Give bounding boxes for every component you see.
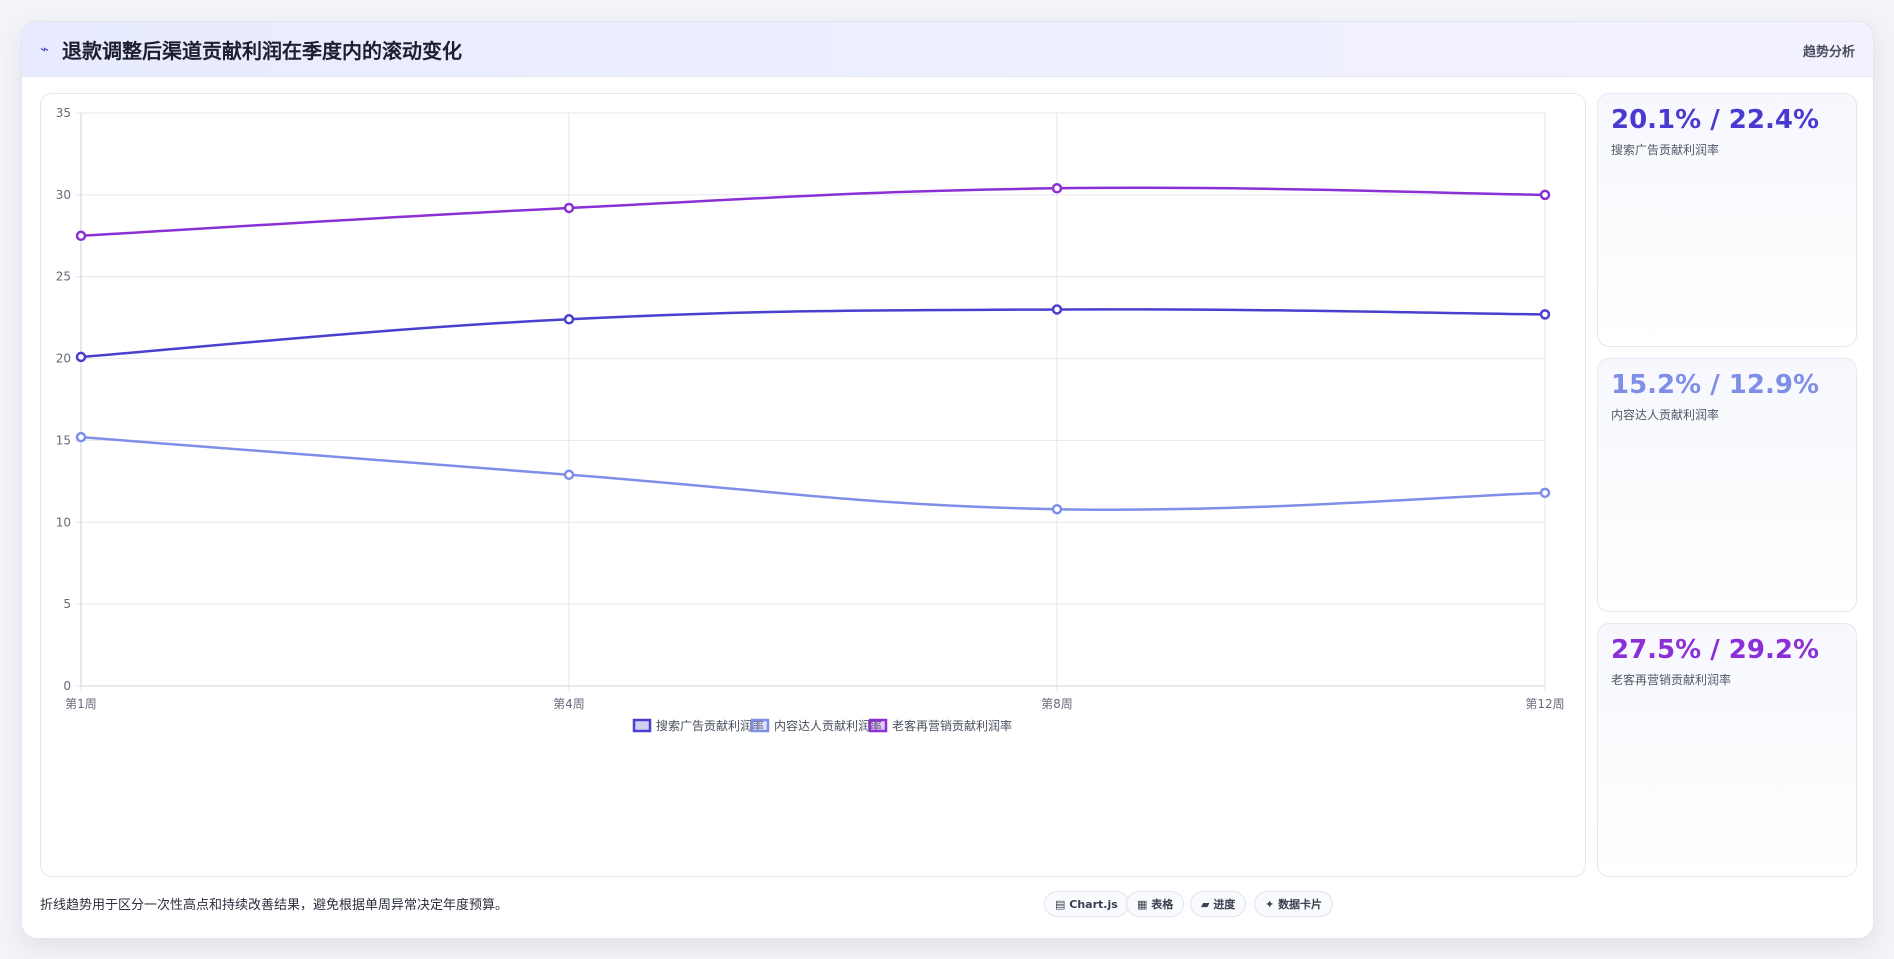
x-tick-label: 第8周 <box>1041 697 1073 711</box>
data-point <box>75 230 87 242</box>
card-icon: ✦ <box>1265 898 1275 911</box>
chart-panel: 0 5 10 15 20 25 30 35 第1周 第4周 第8周 第12周搜索广告贡献利润率 内容达人… <box>40 93 1586 877</box>
page-title: 退款调整后渠道贡献利润在季度内的滚动变化 <box>62 39 462 63</box>
chip-label: Chart.js <box>1069 898 1118 911</box>
data-point <box>1051 304 1063 315</box>
x-tick-label: 第4周 <box>553 697 585 711</box>
y-tick-label: 15 <box>56 433 71 447</box>
stat-card-retargeting: 27.5% / 29.2% 老客再营销贡献利润率 <box>1597 623 1857 877</box>
stat-label: 内容达人贡献利润率 <box>1611 408 1720 422</box>
chart-card: ⌁ 退款调整后渠道贡献利润在季度内的滚动变化 趋势分析 0 5 10 15 20 25 30… <box>21 21 1874 939</box>
stat-label: 搜索广告贡献利润率 <box>1611 143 1720 157</box>
chip-progress[interactable]: ▰ 进度 <box>1190 891 1247 917</box>
table-icon: ▦ <box>1137 898 1148 911</box>
progress-icon: ▰ <box>1201 898 1210 911</box>
stat-value: 20.1% / 22.4% <box>1611 105 1819 135</box>
stat-value: 27.5% / 29.2% <box>1611 635 1819 665</box>
y-tick-label: 0 <box>63 679 71 693</box>
chip-table[interactable]: ▦ 表格 <box>1126 891 1185 917</box>
footnote: 折线趋势用于区分一次性高点和持续改善结果，避免根据单周异常决定年度预算。 <box>40 898 509 913</box>
chip-label: 表格 <box>1151 898 1174 911</box>
stat-card-creator: 15.2% / 12.9% 内容达人贡献利润率 <box>1597 358 1857 612</box>
legend-swatch <box>868 718 888 733</box>
x-tick-label: 第12周 <box>1525 697 1564 711</box>
chip-chartjs[interactable]: ▤ Chart.js <box>1044 891 1129 917</box>
data-point <box>1051 503 1063 515</box>
x-tick-label: 第1周 <box>65 697 97 711</box>
data-point <box>563 314 575 325</box>
chip-label: 进度 <box>1213 898 1236 911</box>
legend-label: 老客再营销贡献利润率 <box>892 718 1012 733</box>
data-point <box>1539 189 1551 201</box>
stat-label: 老客再营销贡献利润率 <box>1611 673 1732 687</box>
series-line-1 <box>80 435 1546 511</box>
y-tick-label: 35 <box>56 106 71 120</box>
legend-swatch <box>632 718 652 733</box>
card-header: ⌁ 退款调整后渠道贡献利润在季度内的滚动变化 趋势分析 <box>22 22 1873 77</box>
chip-label: 数据卡片 <box>1278 898 1323 911</box>
legend-swatch <box>750 718 770 733</box>
y-tick-label: 25 <box>56 270 71 284</box>
data-point <box>75 351 87 363</box>
y-tick-label: 5 <box>63 597 71 611</box>
trend-line-icon: ⌁ <box>40 40 50 58</box>
data-point <box>1539 487 1551 499</box>
legend-label: 搜索广告贡献利润率 <box>656 718 764 733</box>
stat-value: 15.2% / 12.9% <box>1611 370 1819 400</box>
y-tick-label: 30 <box>56 188 71 202</box>
legend-label: 内容达人贡献利润率 <box>774 718 882 733</box>
stat-card-search: 20.1% / 22.4% 搜索广告贡献利润率 <box>1597 93 1857 347</box>
chart-icon: ▤ <box>1055 898 1066 911</box>
data-point <box>75 431 87 443</box>
series-line-0 <box>80 308 1546 359</box>
chip-data-card[interactable]: ✦ 数据卡片 <box>1254 891 1334 917</box>
y-tick-label: 10 <box>56 515 71 529</box>
series-line-2 <box>80 186 1546 238</box>
data-point <box>563 469 575 481</box>
category-badge: 趋势分析 <box>1802 45 1855 60</box>
data-point <box>1051 183 1063 194</box>
data-point <box>563 202 575 214</box>
y-tick-label: 20 <box>56 352 71 366</box>
data-point <box>1539 309 1551 320</box>
